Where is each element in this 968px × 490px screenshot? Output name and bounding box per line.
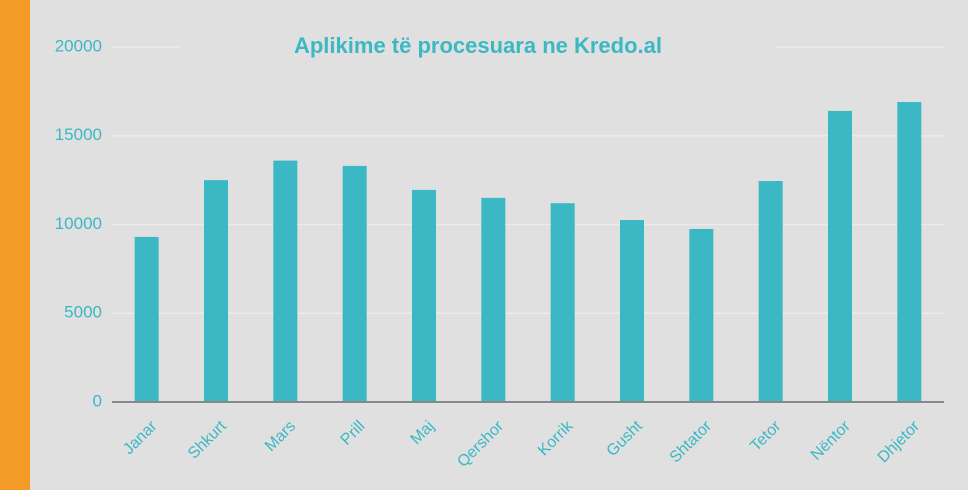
bar <box>689 228 714 402</box>
bar <box>481 197 506 402</box>
y-tick-label: 15000 <box>55 125 102 144</box>
bar <box>828 110 852 403</box>
bar <box>342 165 367 402</box>
bar <box>620 220 644 402</box>
chart-title: Aplikime të procesuara ne Kredo.al <box>294 33 662 58</box>
y-tick-label: 10000 <box>55 214 102 233</box>
bar <box>134 236 159 402</box>
bar <box>412 189 436 402</box>
title-background <box>180 28 776 66</box>
bar <box>550 203 575 402</box>
y-tick-label: 20000 <box>55 36 102 55</box>
bar <box>758 181 783 402</box>
accent-strip <box>0 0 30 490</box>
bar <box>204 180 228 402</box>
y-tick-label: 0 <box>93 391 102 410</box>
y-tick-label: 5000 <box>64 303 102 322</box>
bar <box>273 160 298 402</box>
bar <box>897 102 922 403</box>
